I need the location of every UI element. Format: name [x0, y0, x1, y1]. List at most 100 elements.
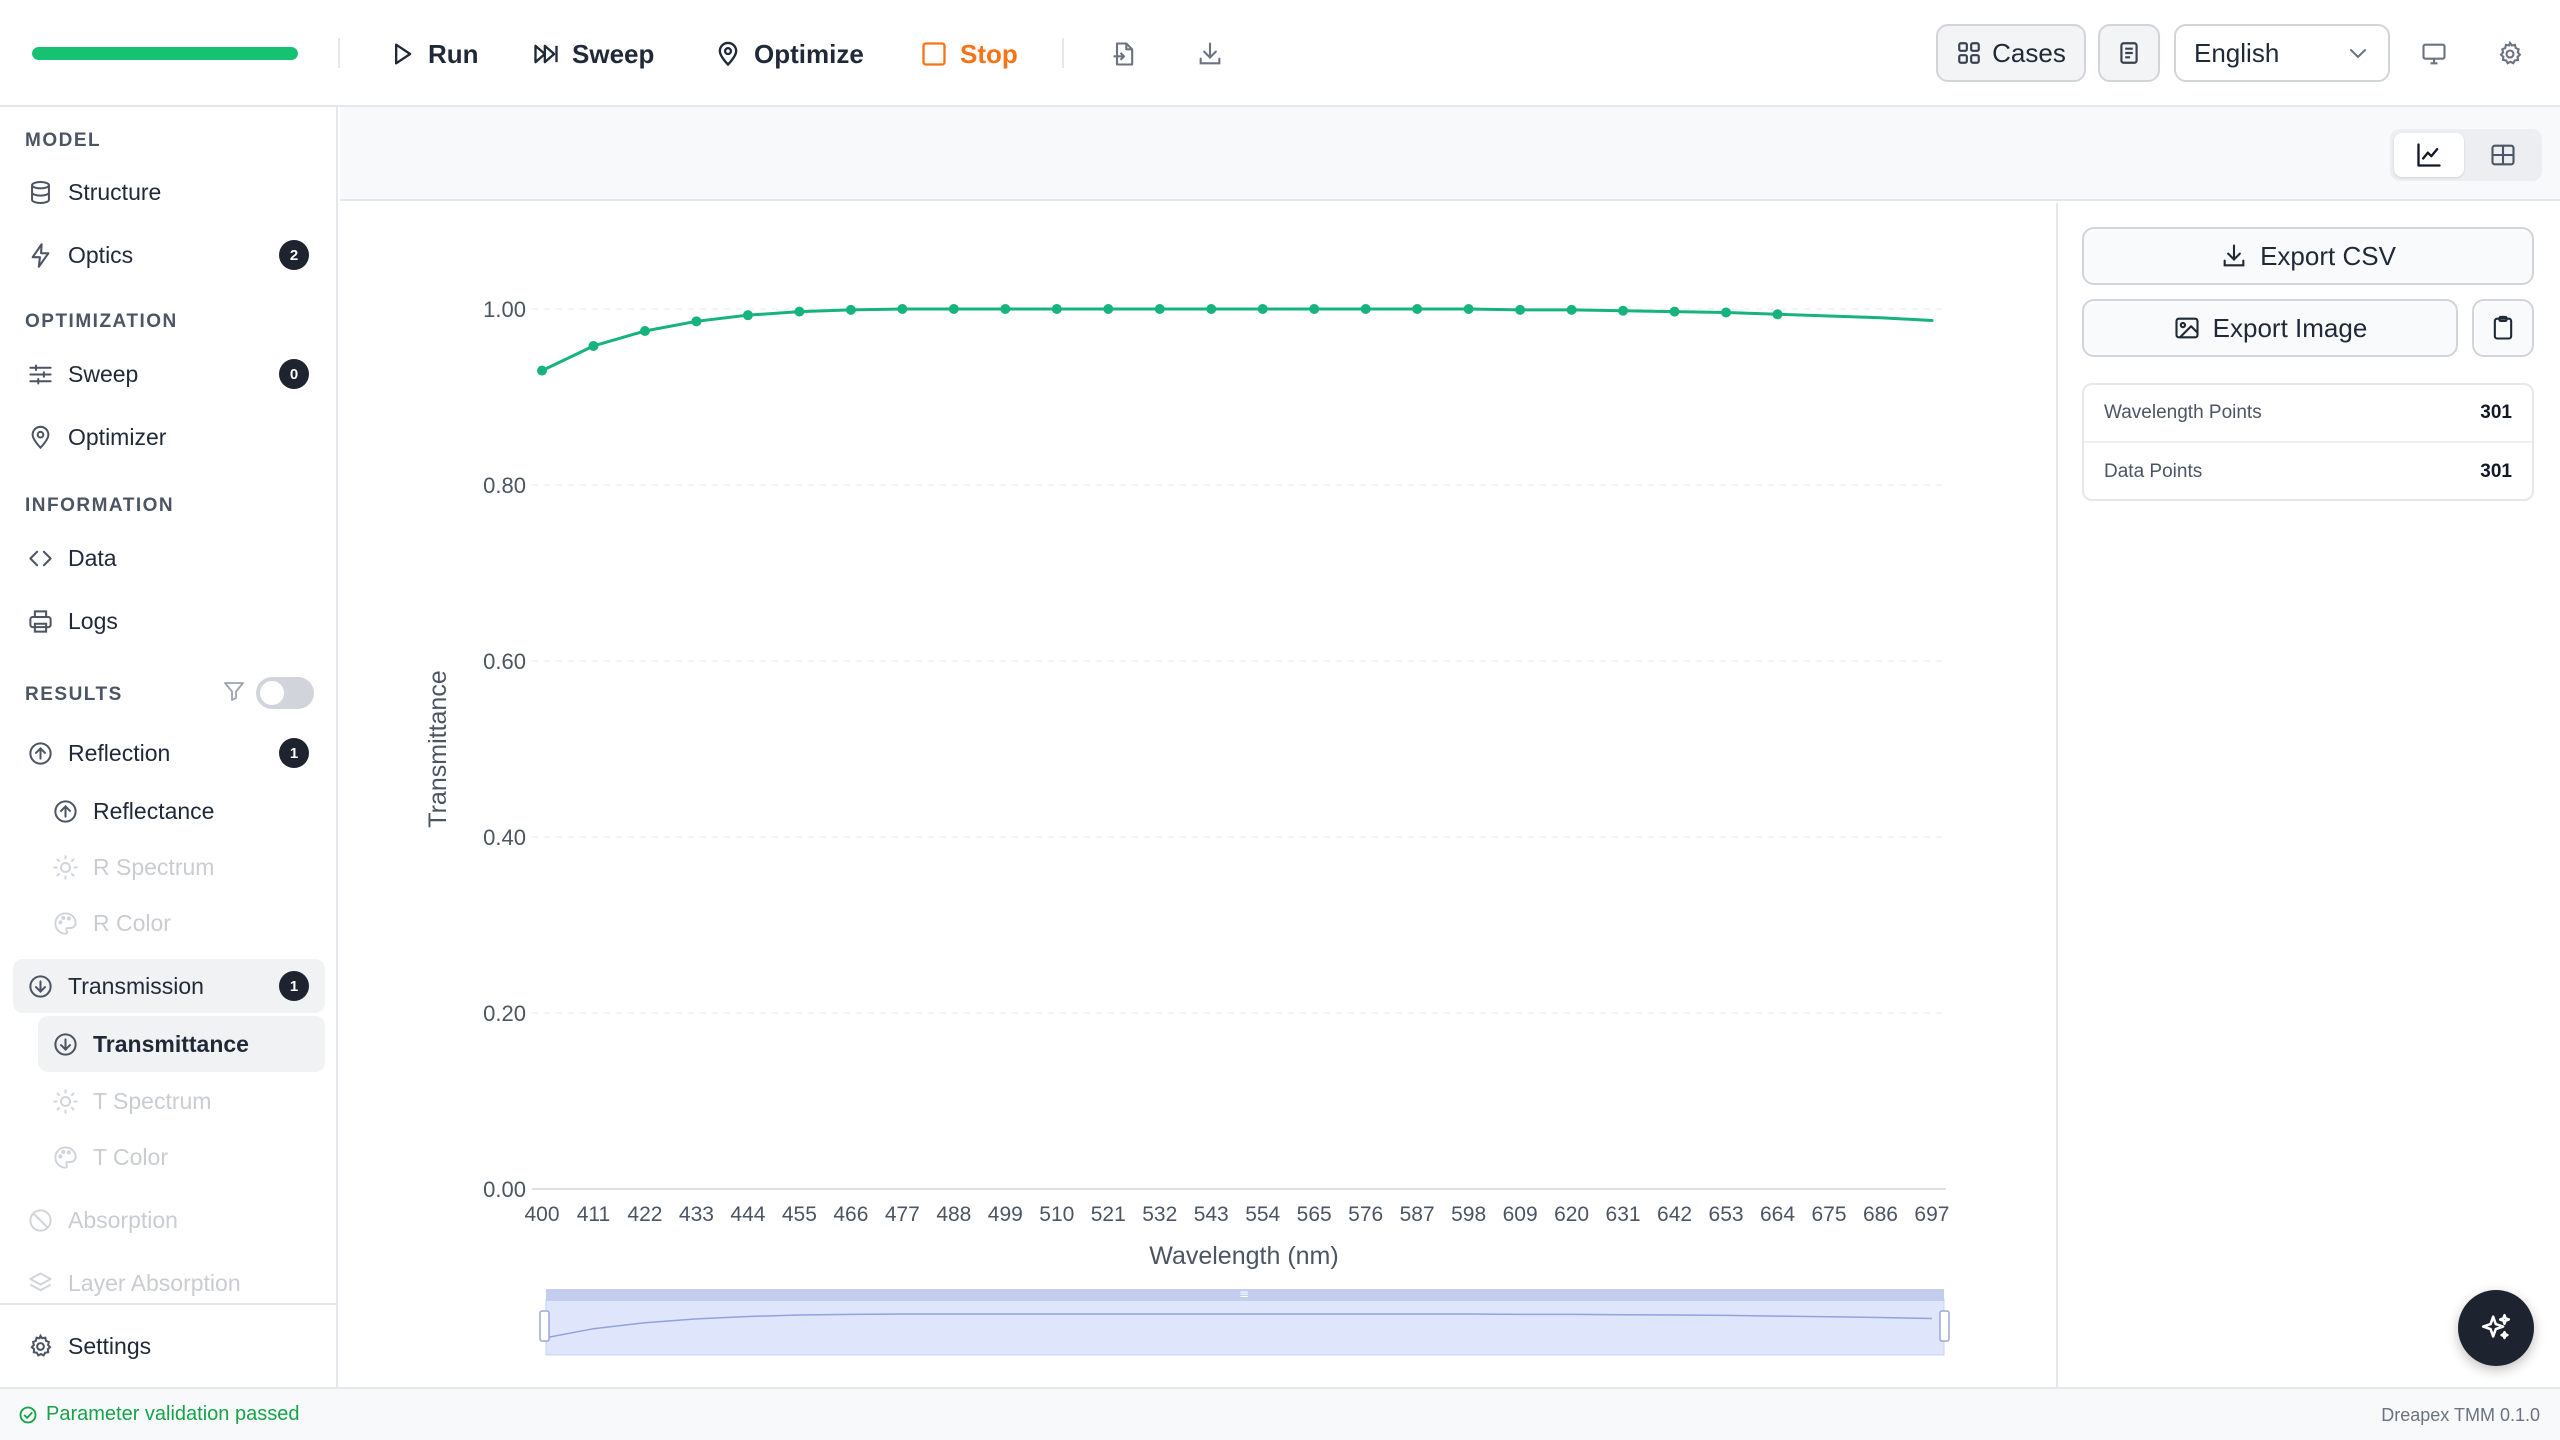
data-point[interactable] — [1669, 306, 1680, 317]
range-slider-handle-right[interactable] — [1939, 1310, 1950, 1342]
x-tick-label: 653 — [1709, 1203, 1744, 1226]
data-point[interactable] — [742, 310, 753, 321]
ban-icon — [29, 1208, 52, 1232]
results-filter-toggle[interactable] — [256, 677, 314, 709]
filter-icon[interactable] — [222, 679, 246, 703]
sidebar-item-absorption: Absorption — [13, 1193, 325, 1247]
x-tick-label: 521 — [1091, 1203, 1126, 1226]
sidebar-item-label: Reflection — [68, 739, 171, 766]
layers-icon — [29, 1271, 52, 1291]
transmittance-chart[interactable]: 0.00 0.20 0.40 0.60 0.80 1.00 400 411 422 433 444 4… — [340, 203, 2056, 1387]
map-pin-icon — [718, 41, 738, 67]
sidebar-item-logs[interactable]: Logs — [13, 594, 325, 648]
sidebar-item-label: Optimizer — [68, 423, 167, 450]
sidebar-item-transmittance[interactable]: Transmittance — [38, 1016, 325, 1072]
fast-forward-icon — [534, 44, 558, 64]
data-point[interactable] — [948, 304, 959, 314]
data-point[interactable] — [794, 306, 805, 317]
data-point[interactable] — [537, 365, 547, 376]
sidebar-item-optics[interactable]: Optics 2 — [13, 228, 325, 282]
data-point[interactable] — [691, 316, 702, 327]
data-point[interactable] — [845, 304, 856, 315]
sidebar-item-label: Reflectance — [93, 797, 215, 824]
range-slider-handle-left[interactable] — [539, 1310, 550, 1342]
data-point[interactable] — [1154, 304, 1165, 314]
table-view-button[interactable] — [2468, 133, 2538, 177]
gear-icon[interactable] — [2490, 34, 2530, 74]
x-tick-label: 609 — [1503, 1203, 1538, 1226]
sidebar-item-reflection[interactable]: Reflection 1 — [13, 726, 325, 780]
optimize-button[interactable]: Optimize — [714, 30, 864, 78]
data-point[interactable] — [1103, 304, 1114, 314]
sliders-icon — [29, 363, 52, 385]
sidebar-item-transmission[interactable]: Transmission 1 — [13, 959, 325, 1013]
y-tick-label: 0.20 — [483, 1001, 526, 1026]
range-slider-track[interactable] — [545, 1298, 1945, 1356]
x-tick-label: 565 — [1297, 1203, 1332, 1226]
data-point[interactable] — [1309, 304, 1320, 314]
validation-status: Parameter validation passed — [18, 1403, 299, 1426]
x-tick-label: 477 — [885, 1203, 920, 1226]
range-slider-bar[interactable] — [546, 1289, 1944, 1301]
data-point[interactable] — [1412, 304, 1423, 314]
data-point[interactable] — [1772, 309, 1783, 320]
sidebar-item-layer-absorption: Layer Absorption — [13, 1256, 325, 1310]
notes-button[interactable] — [2098, 24, 2160, 82]
chart-view-button[interactable] — [2394, 133, 2464, 177]
cases-button[interactable]: Cases — [1936, 24, 2086, 82]
sidebar-item-r-spectrum: R Spectrum — [38, 840, 325, 894]
data-point[interactable] — [897, 304, 908, 314]
arrow-down-circle-icon — [29, 974, 52, 998]
stop-button[interactable]: Stop — [920, 30, 1018, 78]
language-select[interactable]: English — [2174, 24, 2390, 82]
sidebar-item-settings[interactable]: Settings — [13, 1319, 325, 1373]
line-chart-icon — [2417, 143, 2441, 167]
data-point[interactable] — [1206, 304, 1217, 314]
data-point[interactable] — [1515, 304, 1526, 315]
sidebar-item-reflectance[interactable]: Reflectance — [38, 784, 325, 838]
sidebar-item-structure[interactable]: Structure — [13, 165, 325, 219]
sidebar-item-data[interactable]: Data — [13, 531, 325, 585]
stats-table: Wavelength Points 301 Data Points 301 — [2082, 383, 2534, 501]
export-csv-button[interactable]: Export CSV — [2082, 227, 2534, 285]
data-point[interactable] — [1463, 304, 1474, 314]
x-tick-label: 631 — [1606, 1203, 1641, 1226]
data-point[interactable] — [1051, 304, 1062, 314]
view-toggle — [2390, 129, 2542, 181]
data-point[interactable] — [639, 326, 650, 336]
palette-icon — [54, 1145, 77, 1169]
sidebar-item-sweep[interactable]: Sweep 0 — [13, 347, 325, 401]
copy-button[interactable] — [2472, 299, 2534, 357]
run-button[interactable]: Run — [388, 30, 479, 78]
sweep-button[interactable]: Sweep — [532, 30, 654, 78]
data-point[interactable] — [1257, 304, 1268, 314]
download-icon — [2223, 244, 2245, 267]
range-slider-preview — [541, 1313, 1932, 1340]
file-import-icon[interactable] — [1104, 34, 1144, 74]
lightning-icon — [31, 242, 50, 268]
x-tick-label: 598 — [1451, 1203, 1486, 1226]
stat-row: Data Points 301 — [2084, 443, 2532, 501]
x-tick-label: 543 — [1194, 1203, 1229, 1226]
monitor-icon[interactable] — [2414, 34, 2454, 74]
data-point[interactable] — [1566, 304, 1577, 315]
grid-icon — [1958, 42, 1980, 64]
stop-label: Stop — [960, 38, 1018, 69]
data-point[interactable] — [1000, 304, 1011, 314]
export-image-button[interactable]: Export Image — [2082, 299, 2458, 357]
sidebar-item-optimizer[interactable]: Optimizer — [13, 410, 325, 464]
data-point[interactable] — [1618, 305, 1629, 316]
arrow-up-circle-icon — [29, 741, 52, 765]
data-point[interactable] — [588, 340, 599, 351]
data-point[interactable] — [1360, 304, 1371, 314]
printer-icon — [29, 609, 52, 633]
download-icon[interactable] — [1190, 34, 1230, 74]
sidebar-item-label: Optics — [68, 241, 134, 268]
check-circle-icon — [19, 1406, 37, 1423]
range-slider-grip-icon[interactable]: ≡ — [1239, 1287, 1249, 1301]
ai-assistant-button[interactable] — [2458, 1290, 2534, 1366]
data-point[interactable] — [1721, 307, 1732, 318]
sun-icon — [53, 854, 78, 880]
map-pin-icon — [31, 425, 50, 449]
cases-label: Cases — [1992, 37, 2066, 68]
